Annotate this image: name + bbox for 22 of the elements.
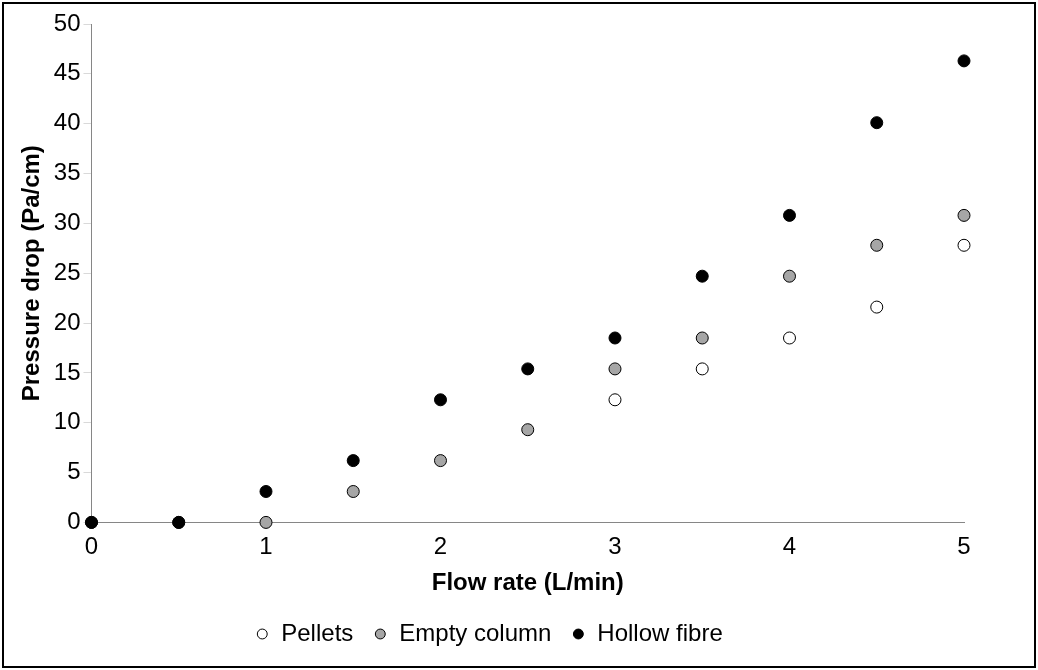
y-tick-label: 15 xyxy=(53,357,81,385)
legend-label: Hollow fibre xyxy=(597,618,723,646)
y-tick-label: 5 xyxy=(67,457,81,485)
y-tick-label: 40 xyxy=(53,108,81,136)
y-tick-label: 20 xyxy=(53,307,81,335)
y-tick-label: 30 xyxy=(53,207,81,235)
x-tick-label: 3 xyxy=(608,532,622,560)
y-tick-label: 10 xyxy=(53,407,81,435)
x-tick-label: 2 xyxy=(433,532,448,560)
x-tick-label: 1 xyxy=(259,532,273,560)
x-tick-label: 4 xyxy=(782,532,797,560)
y-axis-title: Pressure drop (Pa/cm) xyxy=(17,145,45,402)
x-tick-label: 5 xyxy=(957,532,971,560)
y-tick-label: 25 xyxy=(53,257,81,285)
legend-label: Pellets xyxy=(281,618,354,646)
x-tick-label: 0 xyxy=(84,532,99,560)
legend-label: Empty column xyxy=(399,618,552,646)
y-tick-label: 35 xyxy=(53,158,81,186)
x-axis-title: Flow rate (L/min) xyxy=(431,568,624,596)
y-tick-label: 0 xyxy=(67,507,81,535)
y-tick-label: 50 xyxy=(53,8,81,36)
y-tick-label: 45 xyxy=(53,58,81,86)
